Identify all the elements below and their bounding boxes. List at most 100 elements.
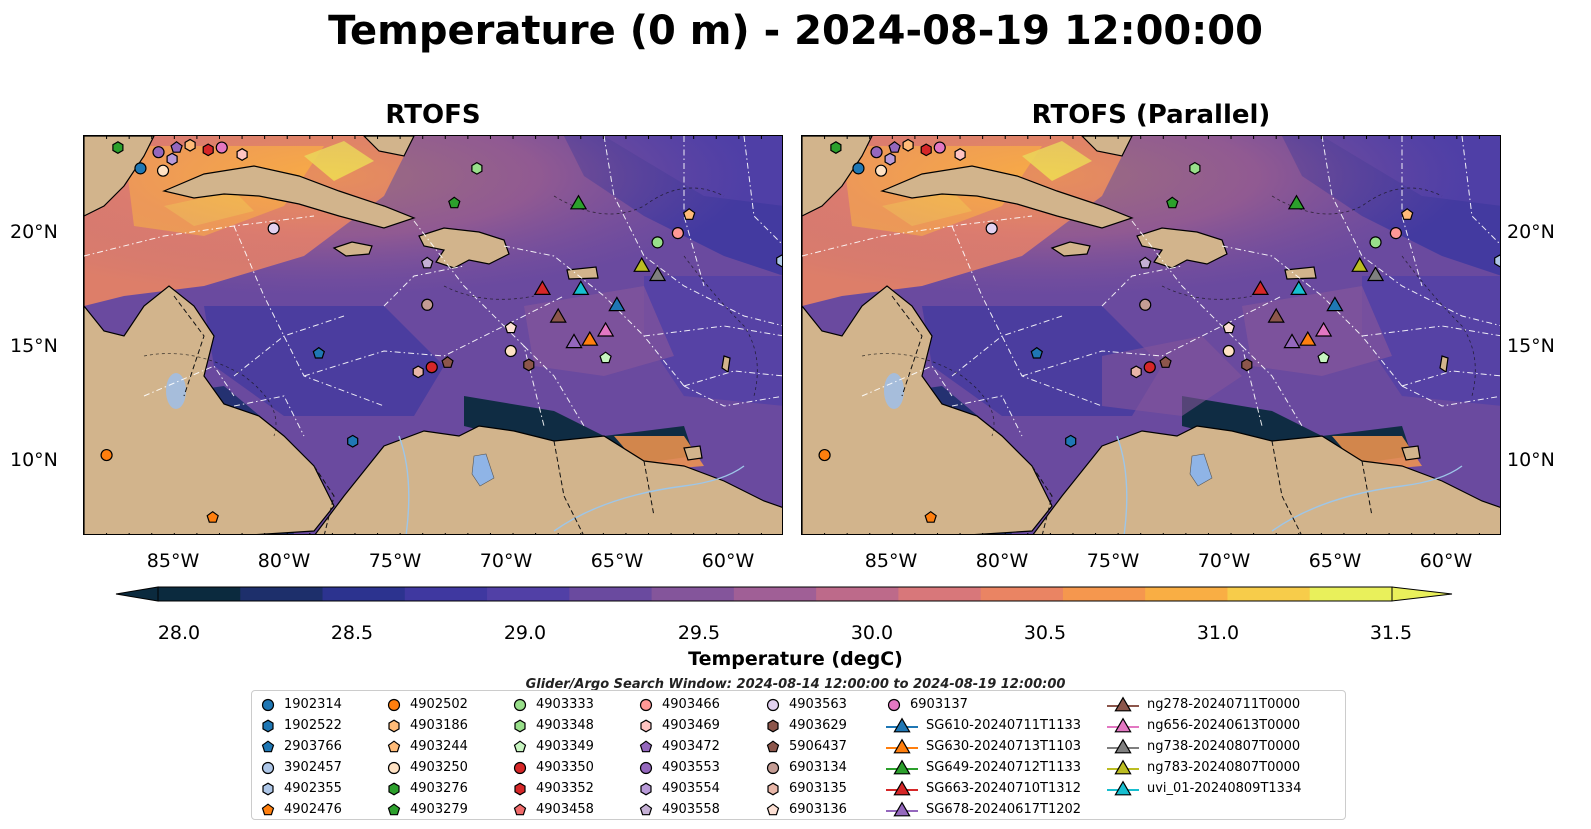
legend-column: 6903137 SG610-20240711T1133 SG630-20240713… [886, 694, 1081, 820]
legend-label: SG649-20240712T1133 [926, 760, 1082, 775]
bathymetry-contour [1401, 255, 1476, 397]
legend-triangle-icon [886, 801, 918, 816]
legend-hexagon-icon [514, 719, 526, 732]
legend-marker [514, 719, 526, 732]
legend-marker [262, 719, 274, 732]
legend-label: SG610-20240711T1133 [926, 718, 1082, 733]
legend-pentagon-icon [639, 802, 653, 815]
marker-6903135 [412, 365, 424, 379]
marker-uvi_01-20240809T1334 [572, 280, 590, 295]
legend-circle-icon [387, 698, 401, 711]
land-trinidad [1401, 445, 1421, 461]
country-border [173, 295, 205, 397]
legend-label: 6903137 [910, 697, 968, 712]
legend-item: uvi_01-20240809T1334 [1107, 778, 1301, 799]
legend-label: ng278-20240711T0000 [1147, 697, 1301, 712]
eez-boundary [1461, 136, 1500, 245]
marker-1902522 [347, 434, 359, 448]
map-panel-rtofs-parallel[interactable] [801, 135, 1501, 535]
legend-label: 4903563 [789, 697, 847, 712]
marker-SG678-20240617T1202 [1283, 333, 1301, 349]
colorbar-tick-29-5: 29.5 [677, 622, 721, 644]
bathymetry-contour [553, 187, 725, 215]
marker-4902355 [776, 254, 782, 268]
legend-marker [766, 802, 780, 815]
legend-circle-icon [261, 761, 275, 774]
marker-4903250 [504, 344, 517, 358]
legend-pentagon-icon [261, 739, 275, 752]
legend-label: SG678-20240617T1202 [926, 802, 1082, 817]
legend-circle-icon [766, 698, 780, 711]
legend-circle-icon [387, 761, 401, 774]
marker-6903135 [1130, 365, 1142, 379]
marker-2903766 [1030, 346, 1044, 359]
eez-boundary [683, 370, 782, 387]
country-border [1361, 460, 1373, 517]
marker-SG610-20240711T1133 [1326, 296, 1344, 312]
eez-boundary [951, 225, 1103, 407]
legend-triangle-icon [886, 780, 918, 795]
legend-marker [387, 802, 401, 815]
marker-6903137 [215, 141, 228, 154]
legend-item: SG649-20240712T1133 [886, 757, 1081, 778]
legend-item: 4903472 [638, 736, 720, 757]
marker-4903243 [874, 164, 888, 177]
country-border [1271, 440, 1302, 534]
legend-item: 4903629 [765, 715, 847, 736]
legend-marker [639, 698, 653, 711]
eez-boundary [233, 395, 305, 437]
legend-marker [893, 717, 911, 732]
marker-4903333 [1369, 236, 1382, 249]
legend-marker [893, 801, 911, 816]
legend-pentagon-icon [766, 739, 780, 752]
legend-circle-icon [261, 698, 275, 711]
legend-label: 1902314 [284, 697, 342, 712]
eez-boundary [523, 345, 585, 427]
legend-label: 3902457 [284, 760, 342, 775]
legend-item: 4903333 [512, 694, 594, 715]
marker-SG610-20240711T1133 [608, 296, 626, 312]
legend-marker [1114, 717, 1132, 732]
legend-label: 4903558 [662, 802, 720, 817]
land-trinidad [683, 445, 703, 461]
legend-pentagon-icon [639, 739, 653, 752]
lon-label-60w: 60°W [701, 550, 755, 572]
marker-4903563 [985, 222, 998, 235]
land-lesser-antilles [721, 355, 731, 374]
legend-pentagon-icon [513, 802, 527, 815]
marker-4903563 [267, 222, 280, 235]
legend-label: 4902502 [410, 697, 468, 712]
legend-item: 6903137 [886, 694, 1081, 715]
colorbar-tick-28-0: 28.0 [157, 622, 201, 644]
colorbar-segment [158, 587, 241, 601]
legend-column: 4903333 4903348 4903349 4903350 4903352 49034… [512, 694, 594, 820]
eez-boundary [1131, 220, 1263, 427]
legend-label: 4903333 [536, 697, 594, 712]
marker-4903469 [954, 148, 966, 161]
bathymetry-contour [443, 285, 535, 300]
marker-4903558 [1138, 256, 1152, 269]
marker-1902314 [134, 162, 147, 175]
legend-item: 4903458 [512, 799, 594, 820]
map-panel-rtofs[interactable] [83, 135, 783, 535]
lat-label-20n-right: 20°N [1507, 221, 1555, 243]
land-bahamas [1081, 136, 1133, 157]
legend-item: ng278-20240711T0000 [1107, 694, 1301, 715]
legend-marker [639, 739, 653, 752]
legend-item: 4903469 [638, 715, 720, 736]
legend-column: 4902502 4903186 4903244 4903250 4903276 49032… [386, 694, 468, 820]
legend-item: 4903554 [638, 778, 720, 799]
legend-column: 4903563 4903629 5906437 6903134 6903135 69031… [765, 694, 847, 820]
legend-label: 4903349 [536, 739, 594, 754]
legend-triangle-icon [1107, 759, 1139, 774]
legend-item: SG630-20240713T1103 [886, 736, 1081, 757]
colorbar-segment [322, 587, 406, 601]
land-puerto-rico [566, 266, 599, 280]
legend-label: 4902355 [284, 781, 342, 796]
bathymetry-contour [683, 255, 758, 397]
colorbar-tick-30-0: 30.0 [850, 622, 894, 644]
legend-item: 4903279 [386, 799, 468, 820]
eez-boundary [383, 265, 465, 307]
marker-4903469 [236, 148, 248, 161]
marker-4903558 [420, 256, 434, 269]
